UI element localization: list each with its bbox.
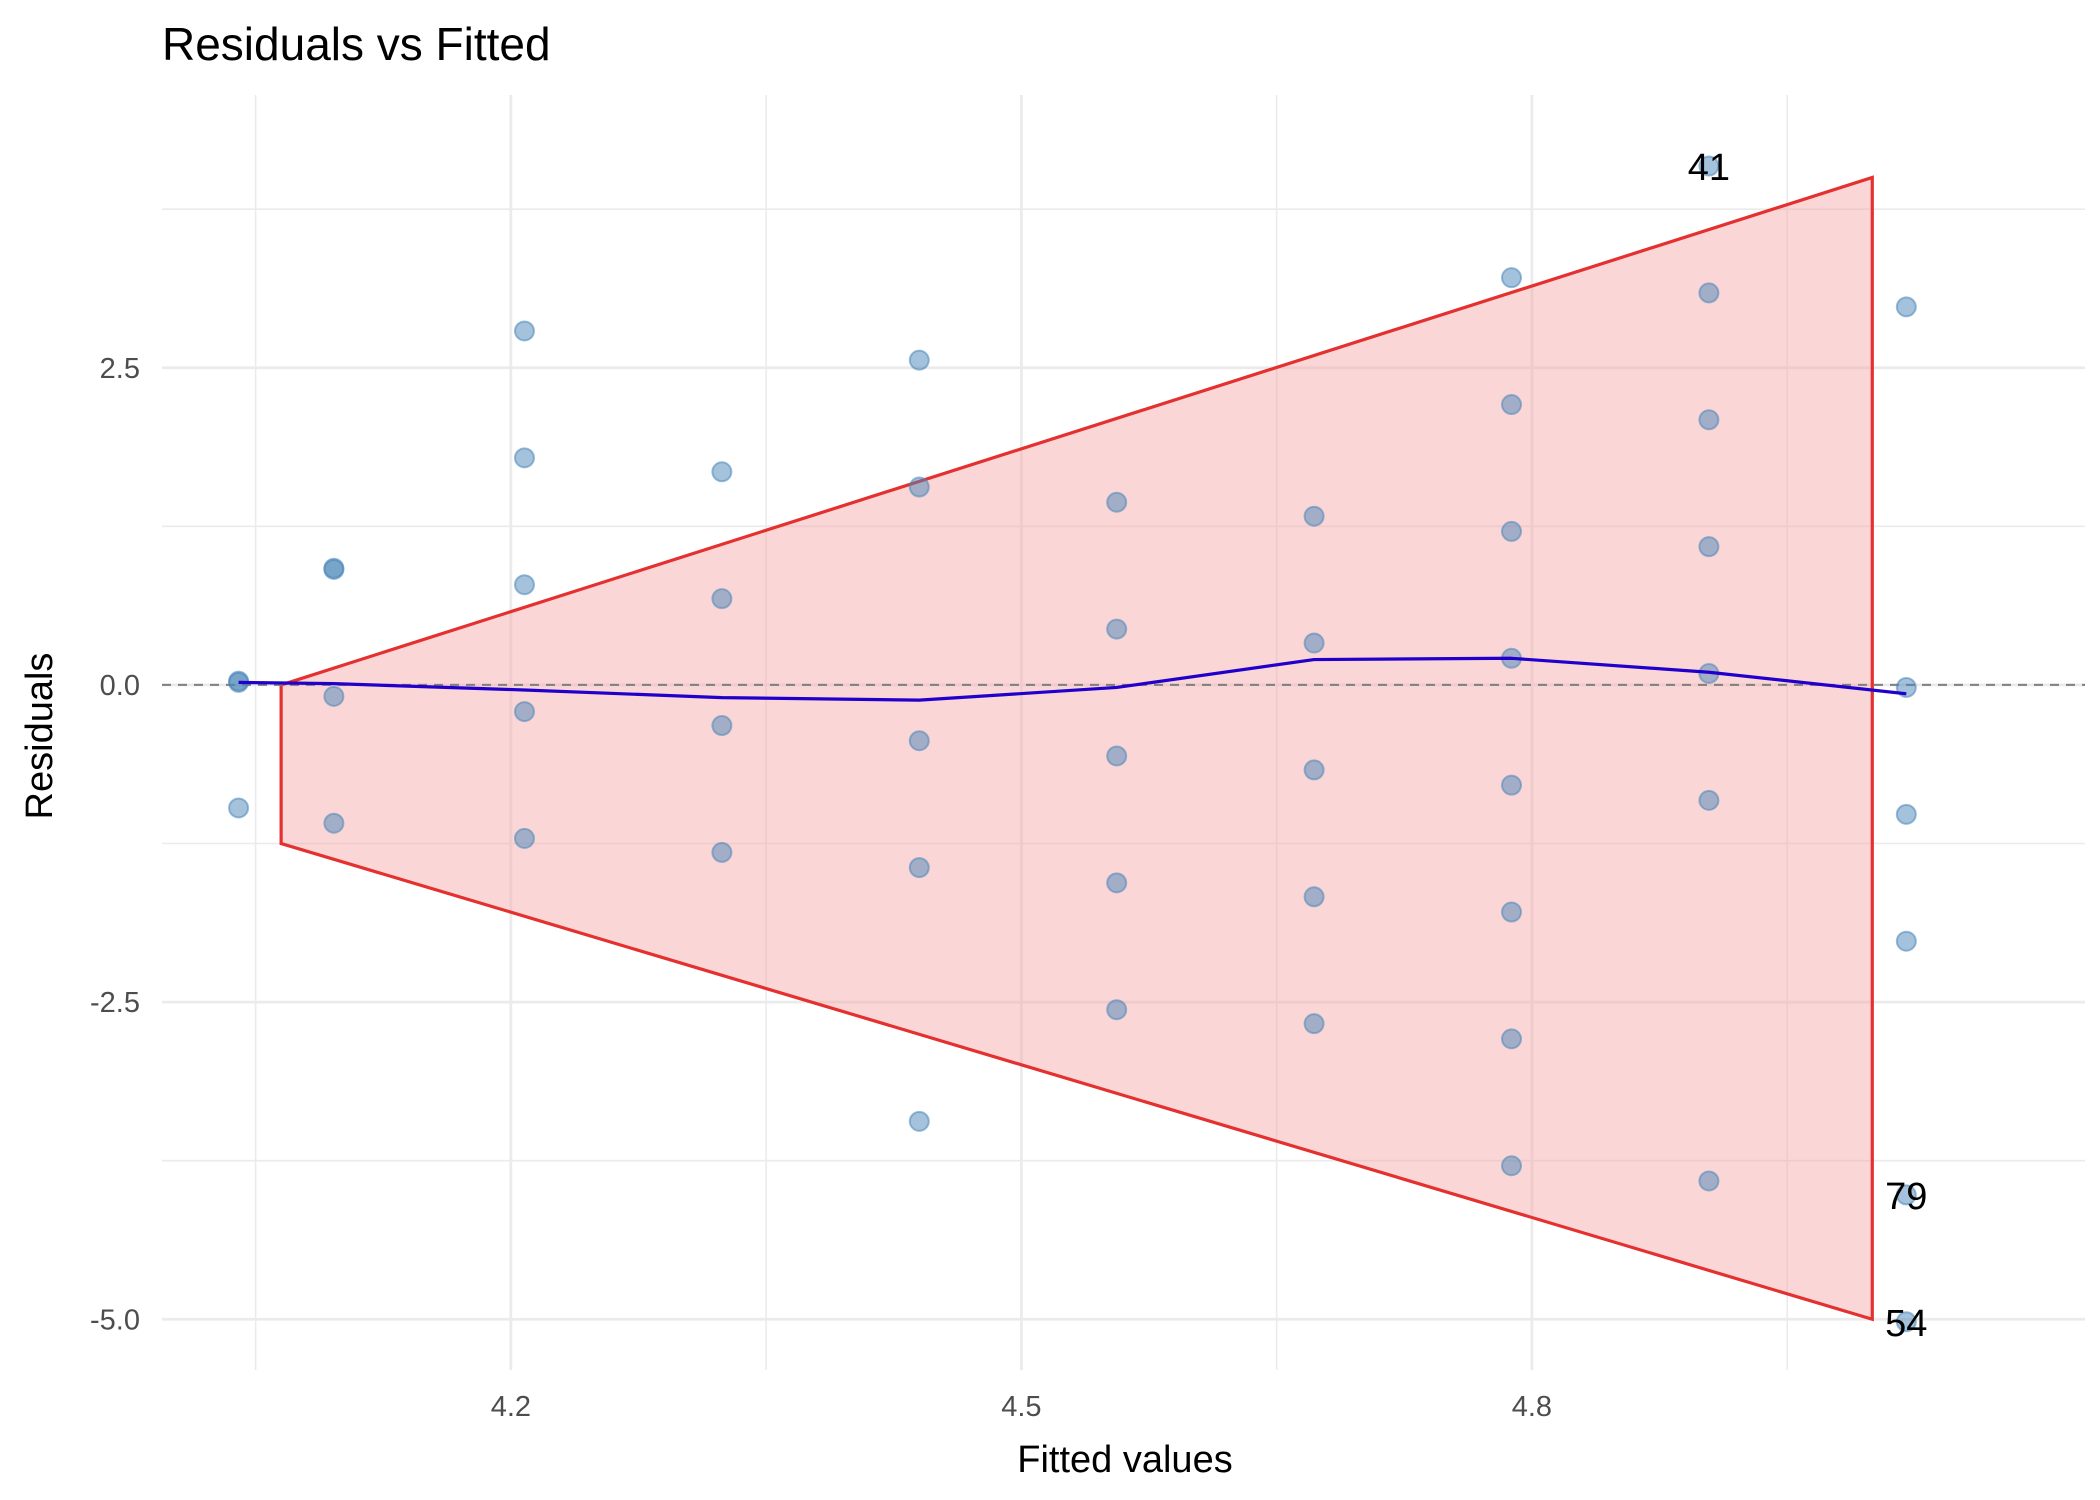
residual-point-12 <box>711 461 733 483</box>
annotation-label-79: 79 <box>1885 1176 1927 1218</box>
residual-point-15 <box>711 841 733 863</box>
y-tick-label-0: -5.0 <box>90 1304 140 1336</box>
residual-point-21 <box>1106 491 1128 513</box>
x-tick-label-0: 4.2 <box>491 1391 531 1423</box>
residual-point-37 <box>1501 1028 1523 1050</box>
residual-point-14 <box>711 715 733 737</box>
residual-point-23 <box>1106 745 1128 767</box>
residual-point-35 <box>1501 774 1523 796</box>
residual-point-45 <box>1698 1170 1720 1192</box>
residual-point-51 <box>1895 1311 1917 1333</box>
y-tick-label-3: 2.5 <box>100 353 140 385</box>
residual-point-6 <box>323 812 345 834</box>
x-tick-label-2: 4.8 <box>1512 1391 1552 1423</box>
residual-point-32 <box>1501 394 1523 416</box>
residual-point-25 <box>1106 999 1128 1021</box>
x-tick-label-1: 4.5 <box>1001 1391 1041 1423</box>
residual-point-50 <box>1895 1184 1917 1206</box>
residual-point-44 <box>1698 789 1720 811</box>
residual-point-7 <box>513 320 535 342</box>
y-tick-labels: -5.0 -2.5 0.0 2.5 <box>90 353 140 1336</box>
residual-point-36 <box>1501 901 1523 923</box>
residual-point-46 <box>1895 296 1917 318</box>
residual-point-49 <box>1895 930 1917 952</box>
residual-point-9 <box>513 574 535 596</box>
y-tick-label-2: 0.0 <box>100 670 140 702</box>
residual-point-40 <box>1698 282 1720 304</box>
residual-points <box>228 155 1917 1333</box>
x-axis-title: Fitted values <box>1017 1439 1232 1481</box>
annotation-label-54: 54 <box>1885 1303 1927 1345</box>
annotation-label-41: 41 <box>1688 147 1730 189</box>
residual-point-11 <box>513 827 535 849</box>
residual-point-42 <box>1698 536 1720 558</box>
residual-point-13 <box>711 588 733 610</box>
residual-point-4 <box>323 558 345 580</box>
residual-point-5 <box>323 685 345 707</box>
residual-point-33 <box>1501 520 1523 542</box>
residual-point-30 <box>1303 1013 1325 1035</box>
residual-point-22 <box>1106 618 1128 640</box>
residual-point-24 <box>1106 872 1128 894</box>
y-axis-title: Residuals <box>19 653 61 820</box>
residual-point-8 <box>513 447 535 469</box>
x-tick-labels: 4.2 4.5 4.8 <box>491 1391 1552 1423</box>
residual-point-2 <box>228 797 250 819</box>
chart-title: Residuals vs Fitted <box>162 18 551 70</box>
residual-point-17 <box>908 476 930 498</box>
smooth-line-path <box>238 656 1907 702</box>
residual-point-28 <box>1303 759 1325 781</box>
y-tick-label-1: -2.5 <box>90 987 140 1019</box>
residual-point-48 <box>1895 803 1917 825</box>
confidence-band <box>279 175 1874 1322</box>
residual-point-20 <box>908 1110 930 1132</box>
outlier-annotations: 41 79 54 <box>1688 147 1928 1345</box>
residual-point-31 <box>1501 267 1523 289</box>
residual-point-41 <box>1698 409 1720 431</box>
residual-point-26 <box>1303 505 1325 527</box>
residual-point-38 <box>1501 1155 1523 1177</box>
residual-point-39 <box>1698 155 1720 177</box>
residual-point-18 <box>908 730 930 752</box>
residual-point-27 <box>1303 632 1325 654</box>
residual-point-29 <box>1303 886 1325 908</box>
residual-point-10 <box>513 701 535 723</box>
smooth-line <box>238 656 1907 702</box>
residual-point-19 <box>908 857 930 879</box>
confidence-band-polygon <box>279 175 1874 1322</box>
residual-point-16 <box>908 349 930 371</box>
